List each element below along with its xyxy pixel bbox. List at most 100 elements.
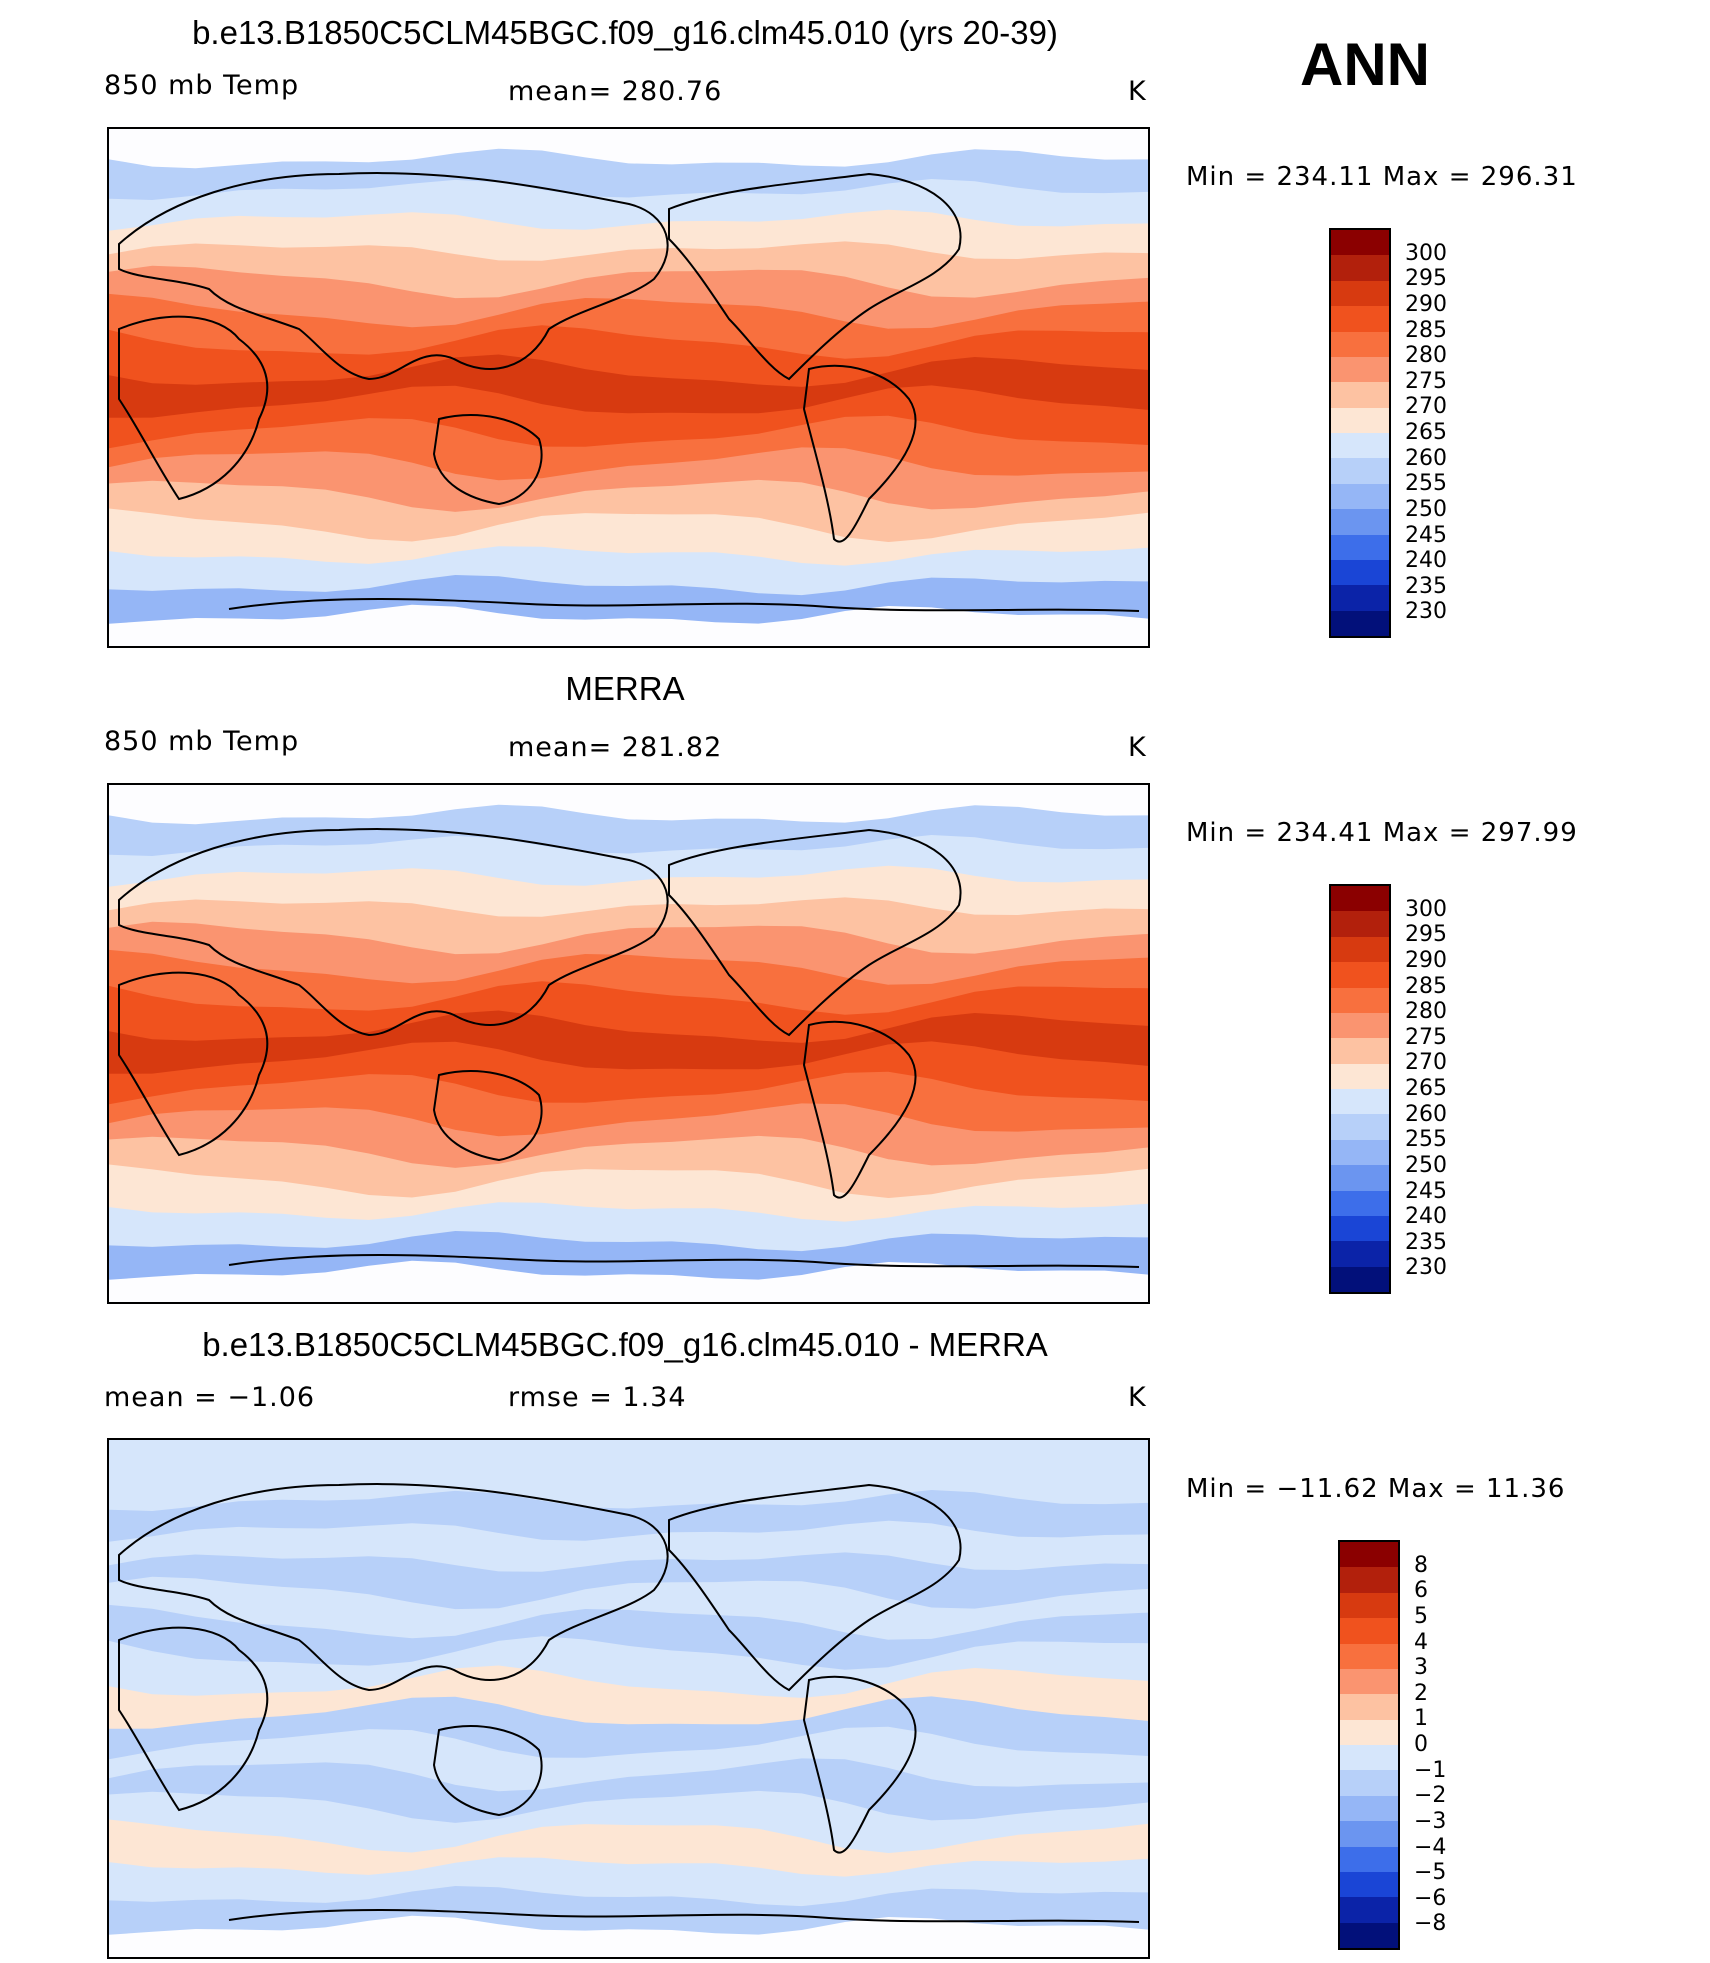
colorbar-bin (1331, 1215, 1389, 1243)
colorbar (1329, 228, 1391, 638)
colorbar-tick-label: 245 (1405, 522, 1447, 548)
colorbar-labels: 300 295 290 285 280 275 270 265 260 255 250 245 240 2… (1405, 884, 1475, 1294)
colorbar-bin (1331, 962, 1389, 989)
colorbar-tick-label: −6 (1414, 1885, 1447, 1911)
colorbar-tick-label: 265 (1405, 1076, 1447, 1101)
unit-label: K (1128, 732, 1147, 763)
colorbar-tick-label: 245 (1405, 1178, 1447, 1204)
coastline (118, 315, 269, 501)
colorbar-bin (1331, 1038, 1389, 1065)
colorbar-tick-label: 235 (1405, 573, 1447, 599)
coastline (432, 414, 543, 506)
contour-band (109, 129, 1148, 169)
colorbar-bin (1331, 382, 1389, 409)
colorbar-bin (1331, 1241, 1389, 1268)
colorbar-bin (1331, 610, 1389, 636)
coastline (228, 598, 1140, 612)
colorbar-tick-label: 0 (1414, 1732, 1428, 1757)
coastline (432, 1725, 543, 1817)
colorbar-bin (1331, 230, 1389, 257)
colorbar (1338, 1540, 1400, 1950)
colorbar-tick-label: 235 (1405, 1229, 1447, 1255)
colorbar-bin (1331, 407, 1389, 434)
colorbar-bin (1331, 936, 1389, 964)
colorbar-bin (1331, 483, 1389, 511)
colorbar (1329, 884, 1391, 1294)
colorbar-tick-label: −1 (1414, 1757, 1447, 1783)
colorbar-tick-label: 290 (1405, 947, 1447, 973)
colorbar-tick-label: 280 (1405, 343, 1447, 369)
coastline (118, 172, 669, 381)
coastline (668, 172, 962, 381)
panel-title: b.e13.B1850C5CLM45BGC.f09_g16.clm45.010 … (202, 1326, 1048, 1363)
colorbar-bin (1340, 1643, 1398, 1670)
colorbar-tick-label: 4 (1414, 1629, 1428, 1655)
colorbar-bin (1340, 1897, 1398, 1924)
panel-title: MERRA (565, 670, 685, 707)
colorbar-tick-label: 260 (1405, 445, 1447, 471)
colorbar-bin (1340, 1694, 1398, 1721)
colorbar-bin (1331, 458, 1389, 485)
colorbar-bin (1340, 1567, 1398, 1594)
colorbar-bin (1340, 1618, 1398, 1645)
map-plot (107, 783, 1150, 1304)
colorbar-bin (1331, 306, 1389, 333)
colorbar-tick-label: 295 (1405, 266, 1447, 292)
colorbar-labels: 300 295 290 285 280 275 270 265 260 255 250 245 240 2… (1405, 228, 1475, 638)
colorbar-bin (1340, 1745, 1398, 1772)
min-max-label: Min = 234.41 Max = 297.99 (1186, 818, 1578, 848)
colorbar-bin (1331, 1139, 1389, 1167)
colorbar-bin (1331, 255, 1389, 282)
colorbar-tick-label: 255 (1405, 1127, 1447, 1153)
colorbar-bin (1331, 280, 1389, 308)
coastline (228, 1909, 1140, 1923)
colorbar-tick-label: −4 (1414, 1834, 1447, 1860)
coastline (802, 364, 917, 543)
colorbar-tick-label: 250 (1405, 1152, 1447, 1178)
variable-label: 850 mb Temp (104, 70, 300, 101)
colorbar-bin (1340, 1592, 1398, 1620)
colorbar-tick-label: 260 (1405, 1101, 1447, 1127)
colorbar-bin (1340, 1668, 1398, 1696)
panel-title: b.e13.B1850C5CLM45BGC.f09_g16.clm45.010 … (192, 14, 1058, 51)
colorbar-tick-label: 270 (1405, 1050, 1447, 1076)
colorbar-bin (1331, 1165, 1389, 1192)
colorbar-tick-label: 255 (1405, 471, 1447, 497)
contour-band (109, 785, 1148, 825)
colorbar-tick-label: −2 (1414, 1783, 1447, 1809)
colorbar-bin (1340, 1922, 1398, 1948)
colorbar-tick-label: −8 (1414, 1911, 1447, 1937)
colorbar-tick-label: 290 (1405, 291, 1447, 317)
colorbar-tick-label: 285 (1405, 317, 1447, 343)
colorbar-bin (1340, 1542, 1398, 1569)
colorbar-bin (1340, 1846, 1398, 1873)
mean-label: mean= 280.76 (508, 76, 723, 107)
colorbar-tick-label: −3 (1414, 1808, 1447, 1834)
colorbar-tick-label: 250 (1405, 496, 1447, 522)
season-label: ANN (1300, 31, 1430, 98)
colorbar-tick-label: 300 (1405, 240, 1447, 266)
min-max-label: Min = 234.11 Max = 296.31 (1186, 162, 1578, 192)
colorbar-bin (1340, 1770, 1398, 1797)
colorbar-bin (1340, 1821, 1398, 1848)
colorbar-bin (1340, 1795, 1398, 1823)
colorbar-tick-label: 240 (1405, 548, 1447, 574)
contour-band (109, 1440, 1148, 1480)
colorbar-bin (1331, 1012, 1389, 1040)
colorbar-bin (1331, 356, 1389, 384)
colorbar-bin (1331, 585, 1389, 612)
coastline (432, 1070, 543, 1162)
unit-label: K (1128, 1382, 1147, 1413)
colorbar-bin (1331, 1114, 1389, 1141)
min-max-label: Min = −11.62 Max = 11.36 (1186, 1474, 1566, 1504)
coastline (802, 1675, 917, 1854)
colorbar-tick-label: 285 (1405, 973, 1447, 999)
variable-label: 850 mb Temp (104, 726, 300, 757)
colorbar-bin (1331, 987, 1389, 1014)
rmse-label: rmse = 1.34 (508, 1382, 687, 1413)
map-plot (107, 127, 1150, 648)
coastline (118, 828, 669, 1037)
colorbar-tick-label: 295 (1405, 922, 1447, 948)
colorbar-tick-label: 1 (1414, 1706, 1428, 1732)
colorbar-tick-label: −5 (1414, 1860, 1447, 1886)
